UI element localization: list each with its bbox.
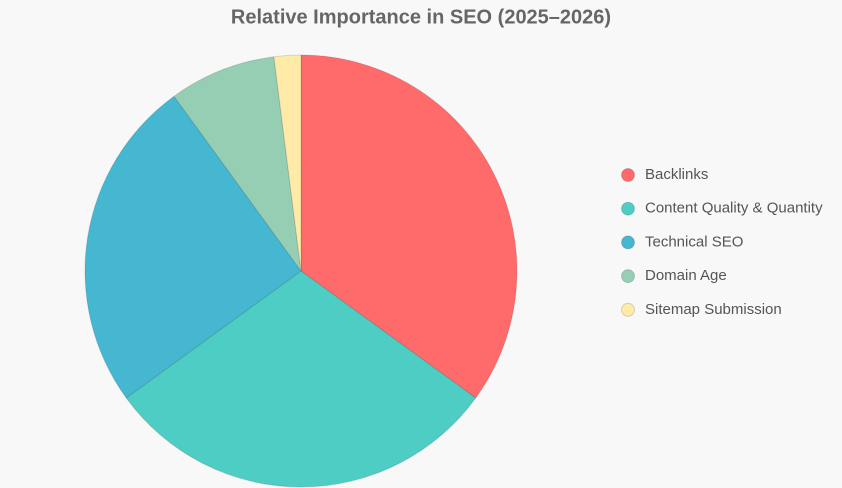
pie-slice [84, 95, 302, 399]
legend-swatch [621, 235, 635, 250]
legend-label: Sitemap Submission [645, 301, 782, 318]
pie-slice [125, 270, 477, 488]
legend-label: Technical SEO [645, 233, 743, 250]
legend-label: Backlinks [645, 166, 708, 183]
legend-label: Domain Age [645, 267, 727, 284]
pie-slice [273, 54, 302, 272]
legend-swatch [621, 168, 635, 182]
legend-swatch [621, 201, 635, 216]
pie-slice [173, 56, 302, 272]
legend-label: Content Quality & Quantity [645, 200, 823, 217]
legend-swatch [621, 302, 635, 317]
chart-title: Relative Importance in SEO (2025–2026) [231, 6, 611, 28]
pie-slice [300, 54, 518, 399]
legend-swatch [621, 269, 635, 284]
